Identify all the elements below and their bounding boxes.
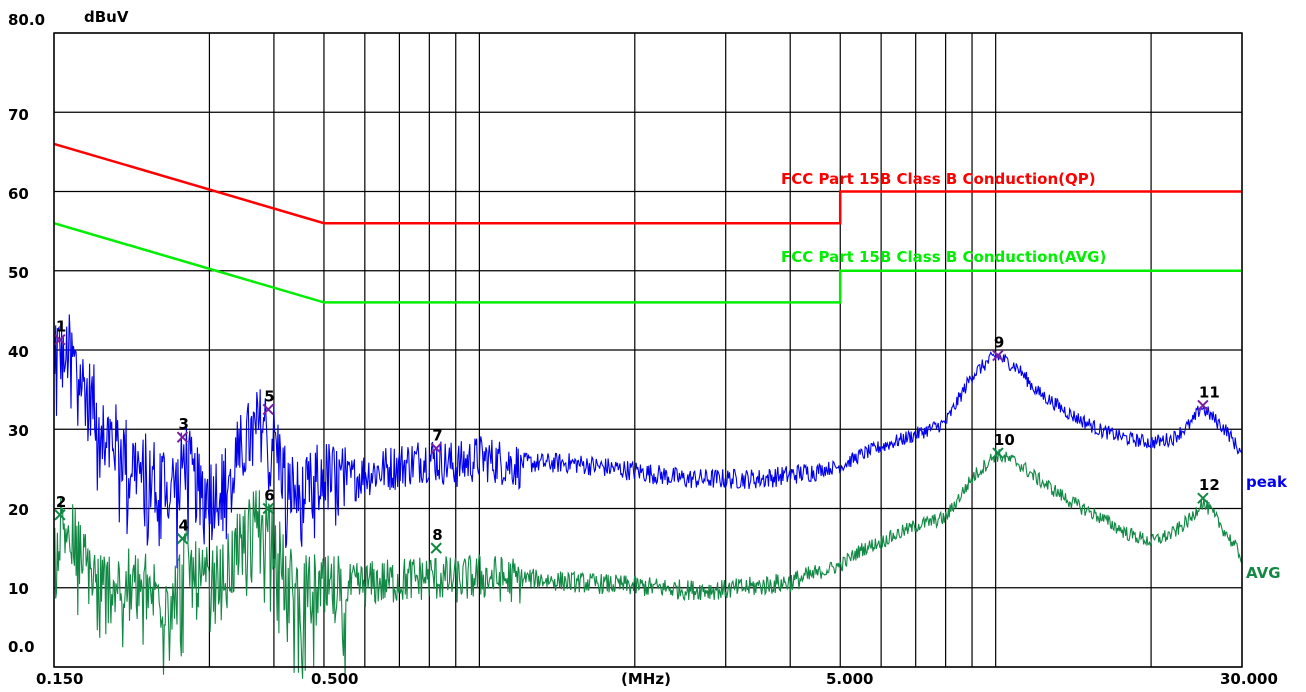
marker-cross: [262, 403, 274, 416]
y-axis-unit-label: dBuV: [84, 8, 129, 26]
marker-cross: [1197, 492, 1209, 504]
marker-number: 8: [432, 526, 442, 544]
marker-number: 3: [178, 415, 188, 433]
marker-cross: [54, 333, 66, 346]
avg-trace: [53, 449, 1243, 679]
marker-number: 1: [56, 318, 66, 336]
marker-number: 7: [432, 426, 442, 444]
limit-lines: [53, 142, 1242, 304]
y-tick-label: 0.0: [8, 638, 35, 656]
plot-frame: [53, 32, 1243, 668]
marker-cross: [176, 431, 189, 443]
qp-limit-line: [53, 142, 1242, 225]
marker-cross: [262, 502, 274, 515]
marker-cross: [54, 509, 66, 521]
qp-limit-label: FCC Part 15B Class B Conduction(QP): [781, 170, 1096, 188]
y-tick-label: 10: [8, 580, 29, 598]
marker-cross: [176, 532, 189, 545]
x-tick-label: 5.000: [826, 670, 873, 688]
measurement-traces: [53, 314, 1243, 679]
marker-number: 4: [178, 517, 188, 535]
avg-series-label: AVG: [1246, 564, 1281, 582]
marker-cross: [430, 542, 442, 554]
y-tick-label: 40: [8, 343, 29, 361]
marker-number: 10: [994, 431, 1015, 449]
marker-number: 11: [1199, 383, 1220, 401]
peak-series-label: peak: [1246, 473, 1288, 491]
y-tick-label: 30: [8, 422, 29, 440]
marker-cross: [430, 442, 442, 454]
y-tick-label: 50: [8, 264, 29, 282]
y-tick-label: 70: [8, 106, 29, 124]
x-tick-label: 0.150: [36, 670, 83, 688]
peak-trace: [53, 314, 1243, 569]
x-tick-label: 30.000: [1220, 670, 1278, 688]
marker-number: 6: [264, 487, 274, 505]
avg-limit-label: FCC Part 15B Class B Conduction(AVG): [781, 248, 1106, 266]
x-tick-label: 0.500: [311, 670, 358, 688]
marker-number: 5: [264, 387, 274, 405]
marker-number: 12: [1199, 476, 1220, 494]
marker-cross: [992, 349, 1004, 362]
marker-number: 2: [56, 493, 66, 511]
y-tick-label: 20: [8, 501, 29, 519]
marker-cross: [1197, 399, 1209, 412]
y-tick-label: 60: [8, 185, 29, 203]
x-axis-unit-label: (MHz): [621, 670, 671, 688]
marker-cross: [992, 447, 1004, 459]
avg-limit-line: [53, 222, 1242, 304]
y-tick-label: 80.0: [8, 11, 45, 29]
marker-number: 9: [994, 334, 1004, 352]
